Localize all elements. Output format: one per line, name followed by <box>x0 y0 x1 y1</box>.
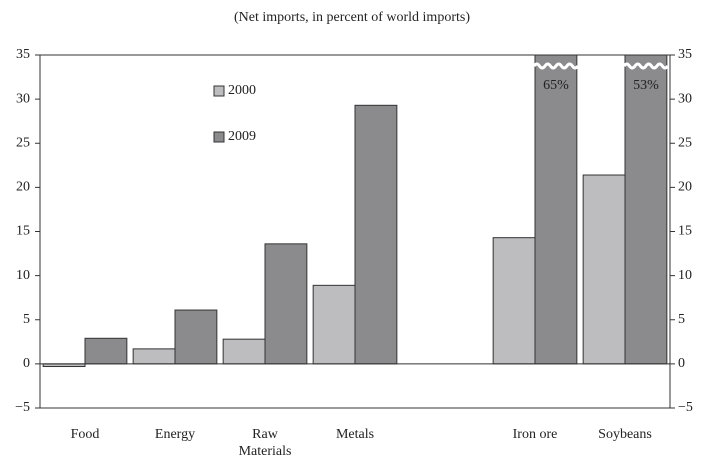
y2-tick-label: 10 <box>678 268 692 283</box>
value-label: 53% <box>633 78 659 93</box>
y2-tick-label: 30 <box>678 91 692 106</box>
bar <box>624 54 668 365</box>
y2-tick-label: 15 <box>678 224 692 239</box>
bar <box>492 237 536 365</box>
bar <box>582 174 626 365</box>
bar <box>534 54 578 365</box>
legend-swatch <box>213 85 225 97</box>
y2-tick-label: 0 <box>678 356 685 371</box>
y-tick-label: 20 <box>16 180 30 195</box>
y-tick-label: 0 <box>23 356 30 371</box>
bar <box>354 104 398 365</box>
x-tick-label: Metals <box>335 427 375 442</box>
legend-label: 2009 <box>228 129 256 144</box>
axis-break <box>622 62 670 70</box>
y-tick-label: 35 <box>16 47 30 62</box>
bar <box>312 284 356 365</box>
value-label: 65% <box>543 78 569 93</box>
y-tick-label: 30 <box>16 91 30 106</box>
y2-tick-label: 35 <box>678 47 692 62</box>
y-tick-label: 15 <box>16 224 30 239</box>
y-tick-label: 5 <box>23 312 30 327</box>
bar <box>174 309 218 365</box>
y-tick-label: 10 <box>16 268 30 283</box>
y-tick-label: −5 <box>15 400 30 415</box>
y2-tick-label: 20 <box>678 180 692 195</box>
x-tick-label: Raw Materials <box>238 427 292 459</box>
y-tick-label: 25 <box>16 135 30 150</box>
bar <box>264 243 308 365</box>
chart-subtitle: (Net imports, in percent of world import… <box>234 10 470 25</box>
plot-frame <box>39 54 671 409</box>
x-tick-label: Energy <box>154 427 196 442</box>
bar <box>132 348 176 365</box>
y2-tick-label: 25 <box>678 135 692 150</box>
y2-tick-label: −5 <box>678 400 693 415</box>
x-tick-label: Food <box>70 427 100 442</box>
axis-break <box>532 62 580 70</box>
bar <box>84 337 128 365</box>
bar <box>222 338 266 365</box>
x-tick-label: Iron ore <box>512 427 558 442</box>
x-tick-label: Soybeans <box>598 427 652 442</box>
legend-swatch <box>213 131 225 143</box>
legend-label: 2000 <box>228 83 256 98</box>
y2-tick-label: 5 <box>678 312 685 327</box>
